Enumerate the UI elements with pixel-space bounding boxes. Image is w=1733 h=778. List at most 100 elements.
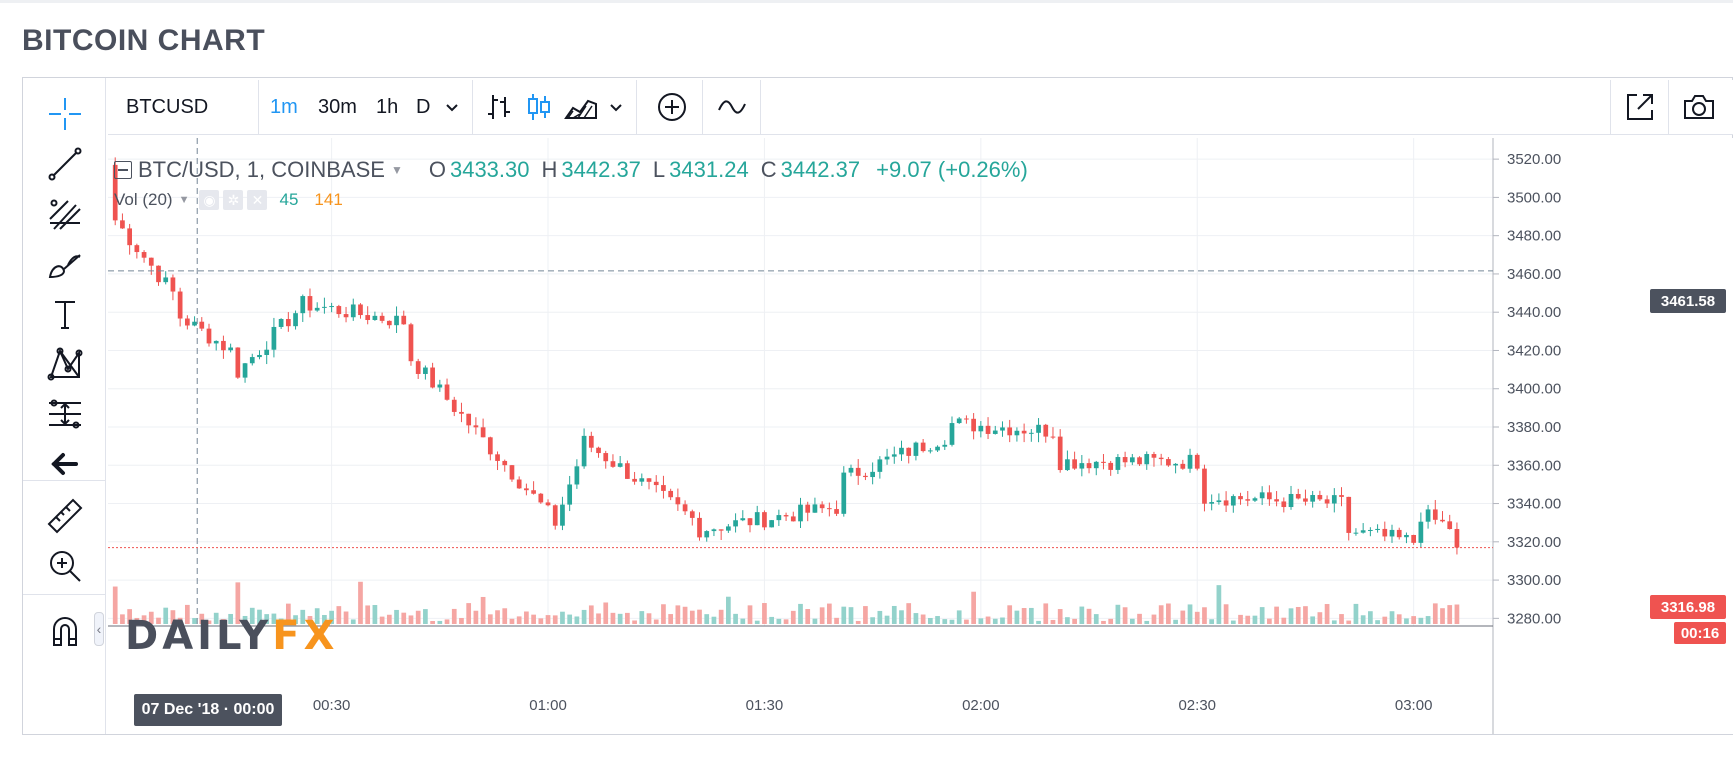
add-indicator-button[interactable] <box>656 80 688 134</box>
volume-bar <box>762 603 767 624</box>
collapse-legend-icon[interactable] <box>114 161 132 179</box>
brush-tool[interactable] <box>43 242 87 286</box>
settings-icon[interactable]: ✲ <box>223 190 244 210</box>
candles-style-button[interactable] <box>526 80 552 134</box>
candles-icon <box>528 94 550 120</box>
visibility-icon[interactable]: ◉ <box>199 190 220 210</box>
pitchfork-tool[interactable] <box>43 192 87 236</box>
measure-tool[interactable] <box>43 392 87 436</box>
candle-body <box>596 447 601 454</box>
candle-body <box>855 467 861 476</box>
popout-icon <box>1627 94 1653 120</box>
candle-body <box>1281 501 1287 508</box>
candle-body <box>127 228 132 246</box>
volume-bar <box>1447 605 1453 624</box>
volume-bar <box>163 607 169 624</box>
candle-body <box>675 497 681 505</box>
candle-body <box>646 478 652 482</box>
candle-body <box>264 349 270 355</box>
candle-body <box>863 475 868 478</box>
candle-body <box>783 515 789 517</box>
candle-body <box>841 472 847 514</box>
crosshair-tool[interactable] <box>43 92 87 136</box>
volume-bar <box>1166 603 1171 624</box>
pattern-tool[interactable] <box>43 342 87 386</box>
volume-bar <box>307 616 313 624</box>
candle-body <box>120 220 125 229</box>
volume-bar <box>1194 611 1200 624</box>
candle-body <box>199 321 205 329</box>
volume-bar <box>170 610 176 624</box>
candle-body <box>487 437 493 455</box>
candle-body <box>336 306 342 315</box>
candle-body <box>423 367 428 374</box>
symbol-title[interactable]: BTC/USD, 1, COINBASE <box>138 157 385 182</box>
candle-body <box>1310 495 1316 502</box>
x-tick-label: 00:30 <box>313 697 351 714</box>
candle-body <box>920 442 926 452</box>
candle-body <box>689 511 695 518</box>
interval-30m[interactable]: 30m <box>318 95 357 118</box>
volume-bar <box>783 619 789 624</box>
volume-bar <box>401 612 407 624</box>
candle-body <box>1007 427 1013 436</box>
trend-line-tool[interactable] <box>43 142 87 186</box>
snapshot-button[interactable] <box>1682 80 1716 134</box>
ruler-tool[interactable] <box>43 494 87 538</box>
volume-bar <box>408 615 414 624</box>
chart-style-dropdown[interactable] <box>608 80 624 134</box>
candle-body <box>848 467 854 473</box>
candle-body <box>639 478 645 482</box>
symbol-search[interactable]: BTCUSD <box>126 95 209 118</box>
volume-bar <box>1339 614 1344 624</box>
volume-bar <box>1050 619 1056 624</box>
volume-bar <box>697 609 702 624</box>
remove-drawings-tool[interactable] <box>43 442 87 486</box>
text-tool[interactable] <box>43 292 87 336</box>
chevron-down-icon[interactable]: ▼ <box>178 194 190 206</box>
interval-d[interactable]: D <box>416 95 431 118</box>
area-style-button[interactable] <box>564 80 598 134</box>
volume-bar <box>271 613 277 624</box>
y-tick-label: 3500.00 <box>1507 189 1561 206</box>
candle-body <box>1014 430 1020 436</box>
volume-bar <box>1072 618 1077 624</box>
volume-bar <box>668 614 674 624</box>
collapse-toolbar-button[interactable]: ‹ <box>94 612 104 646</box>
candle-body <box>762 512 767 528</box>
volume-bar <box>949 619 955 624</box>
candle-body <box>790 516 796 522</box>
close-icon[interactable]: ✕ <box>247 190 268 210</box>
volume-bar <box>956 610 962 624</box>
chart-background <box>108 138 1733 734</box>
candle-body <box>798 504 803 522</box>
price-chart[interactable]: 3520.00 3500.00 3480.00 3460.00 3440.00 3420.… <box>108 138 1733 734</box>
candle-body <box>213 340 219 344</box>
candle-body <box>1425 509 1431 522</box>
chevron-down-icon[interactable]: ▼ <box>390 163 403 177</box>
compare-button[interactable] <box>716 80 748 134</box>
volume-bar <box>848 607 854 624</box>
volume-bar <box>581 609 587 624</box>
interval-1m[interactable]: 1m <box>270 95 298 118</box>
magnet-tool[interactable] <box>43 608 87 652</box>
volume-bar <box>379 616 385 624</box>
volume-title[interactable]: Vol (20) <box>114 190 173 209</box>
volume-bar <box>487 614 493 624</box>
zoom-in-tool[interactable] <box>43 544 87 588</box>
candle-body <box>228 347 233 351</box>
y-tick-label: 3460.00 <box>1507 266 1561 283</box>
candle-body <box>502 460 508 466</box>
volume-bar <box>322 614 327 624</box>
bars-style-button[interactable] <box>486 80 512 134</box>
popout-button[interactable] <box>1624 80 1656 134</box>
candle-body <box>588 435 594 448</box>
volume-bar <box>1411 616 1417 624</box>
interval-1h[interactable]: 1h <box>376 95 399 118</box>
volume-bar <box>1043 603 1049 624</box>
volume-bar <box>1187 604 1193 624</box>
volume-bar <box>242 615 248 624</box>
volume-bar <box>495 610 500 624</box>
candle-body <box>1230 496 1236 506</box>
interval-dropdown[interactable] <box>444 80 460 134</box>
